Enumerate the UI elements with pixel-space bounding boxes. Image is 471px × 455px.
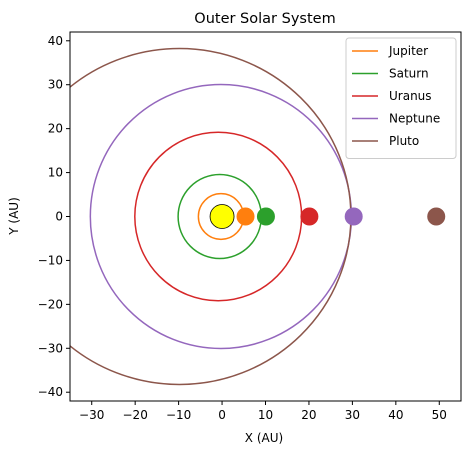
planet-saturn <box>256 207 275 226</box>
plot-area <box>70 47 446 386</box>
x-tick-label: −20 <box>123 408 148 422</box>
y-tick-label: 10 <box>48 166 63 180</box>
planet-neptune <box>344 207 363 226</box>
planet-pluto <box>427 207 446 226</box>
y-tick-label: 40 <box>48 34 63 48</box>
y-tick-label: −20 <box>38 297 63 311</box>
x-tick-label: 30 <box>345 408 360 422</box>
legend-label-jupiter: Jupiter <box>388 44 428 58</box>
chart-title: Outer Solar System <box>194 11 335 27</box>
sun-marker <box>209 204 235 229</box>
planet-jupiter <box>236 207 255 226</box>
y-tick-label: −10 <box>38 253 63 267</box>
y-tick-label: −30 <box>38 341 63 355</box>
x-tick-label: 40 <box>388 408 403 422</box>
y-tick-label: −40 <box>38 385 63 399</box>
x-tick-label: −10 <box>166 408 191 422</box>
legend-box <box>345 37 457 159</box>
legend-label-pluto: Pluto <box>389 134 419 148</box>
x-axis-label: X (AU) <box>245 431 283 445</box>
y-tick-label: 0 <box>55 210 63 224</box>
y-axis-label: Y (AU) <box>7 197 21 236</box>
x-tick-label: 0 <box>218 408 226 422</box>
y-tick-label: 30 <box>48 78 63 92</box>
y-tick-label: 20 <box>48 122 63 136</box>
x-tick-label: 50 <box>432 408 447 422</box>
legend-label-uranus: Uranus <box>389 89 432 103</box>
x-tick-label: −30 <box>79 408 104 422</box>
x-tick-label: 10 <box>258 408 273 422</box>
legend: Jupiter Saturn Uranus Neptune Pluto <box>345 37 457 159</box>
axis-ticks: −30 −20 −10 0 10 20 30 40 50 −40 −30 −20 −10 0 10 20 30 4… <box>38 34 447 422</box>
planet-uranus <box>300 207 319 226</box>
legend-label-saturn: Saturn <box>389 67 429 81</box>
x-tick-label: 20 <box>301 408 316 422</box>
legend-label-neptune: Neptune <box>389 112 440 126</box>
